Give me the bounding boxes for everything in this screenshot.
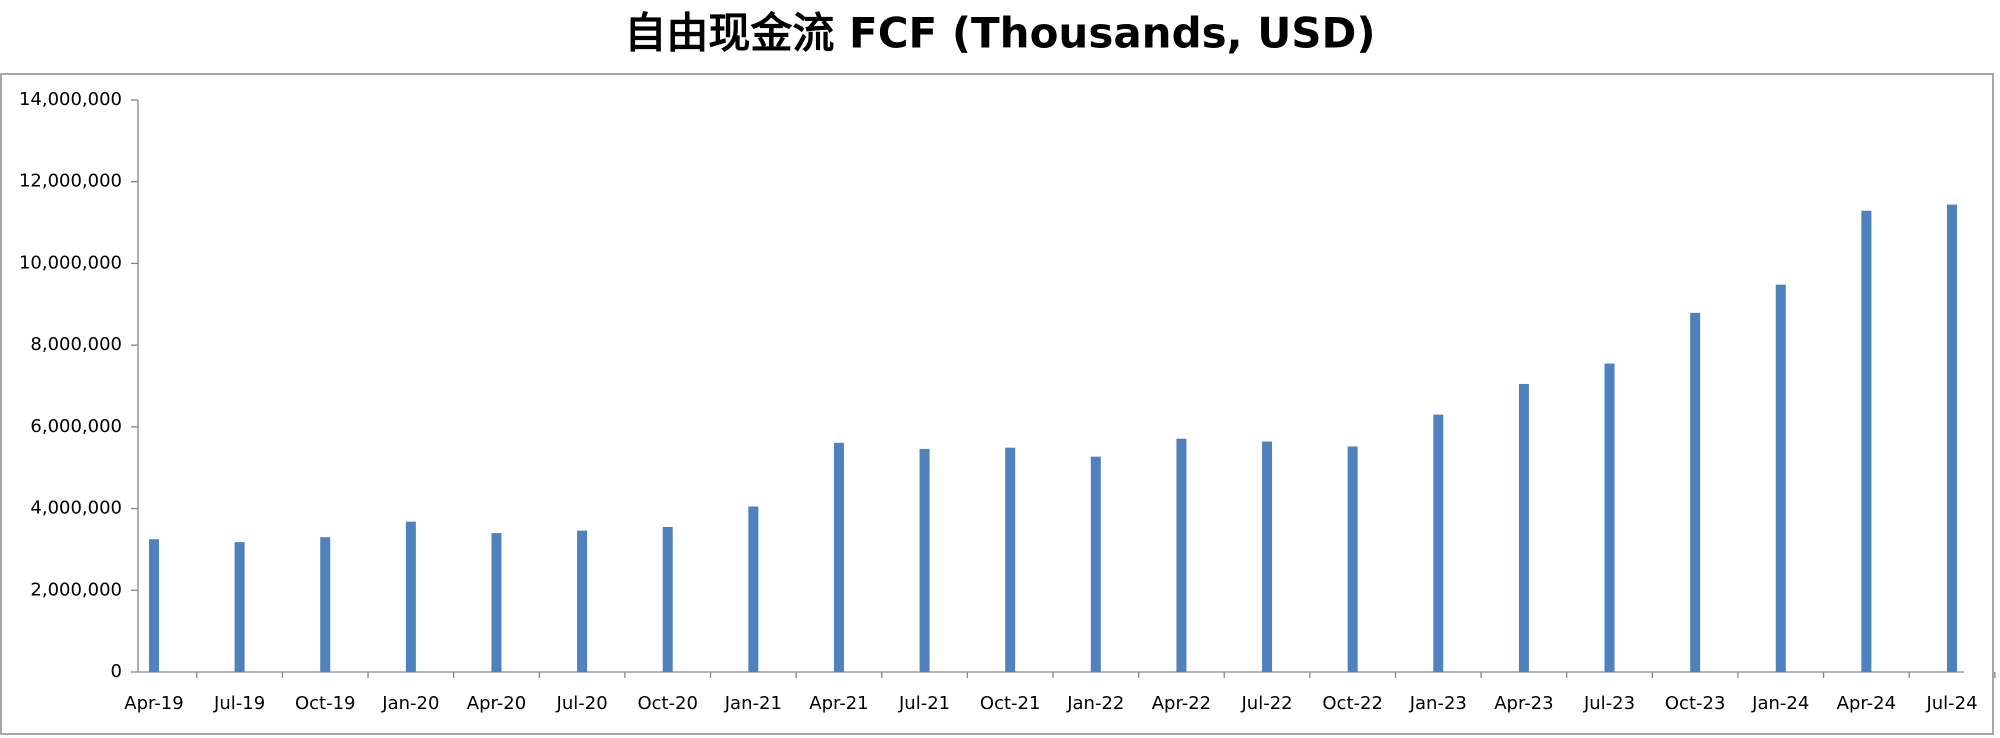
x-tick-label: Jan-20 (381, 693, 439, 714)
y-tick-label: 10,000,000 (19, 252, 122, 273)
bar (1947, 204, 1957, 672)
bar (234, 542, 245, 672)
x-tick-label: Oct-20 (637, 693, 698, 714)
y-tick-label: 14,000,000 (19, 89, 122, 110)
bar (833, 442, 844, 672)
bar (149, 539, 159, 672)
x-tick-label: Oct-19 (295, 693, 356, 714)
bar (1262, 441, 1273, 672)
x-tick-label: Oct-23 (1665, 693, 1726, 714)
x-tick-label: Jul-22 (1240, 693, 1292, 714)
bar (577, 530, 588, 672)
bar (1775, 284, 1786, 672)
bar (919, 448, 930, 672)
x-tick-label: Jan-22 (1066, 693, 1124, 714)
x-tick-label: Apr-22 (1152, 693, 1211, 714)
y-tick-label: 6,000,000 (30, 416, 122, 437)
bar (320, 537, 331, 672)
y-tick-label: 4,000,000 (30, 498, 122, 519)
bar (662, 526, 673, 672)
x-tick-label: Oct-22 (1322, 693, 1383, 714)
y-tick-label: 2,000,000 (30, 579, 122, 600)
x-tick-label: Jan-24 (1751, 693, 1809, 714)
x-tick-label: Jan-23 (1409, 693, 1467, 714)
bar (1604, 363, 1615, 672)
bar (1690, 312, 1701, 672)
x-tick-label: Jul-20 (556, 693, 608, 714)
x-tick-label: Jul-21 (898, 693, 950, 714)
bar (1518, 383, 1529, 672)
bar (1861, 210, 1872, 673)
x-tick-label: Jul-23 (1583, 693, 1635, 714)
x-tick-label: Oct-21 (980, 693, 1041, 714)
bar (1005, 447, 1016, 672)
x-tick-label: Apr-20 (467, 693, 526, 714)
x-tick-label: Jul-24 (1925, 693, 1977, 714)
x-tick-label: Jan-21 (724, 693, 782, 714)
bar (405, 521, 416, 672)
chart-title: 自由现金流 FCF (Thousands, USD) (624, 9, 1375, 58)
x-tick-label: Apr-19 (124, 693, 183, 714)
x-tick-label: Apr-24 (1837, 693, 1896, 714)
bar (491, 533, 502, 672)
bar (1176, 438, 1187, 672)
x-tick-label: Apr-21 (809, 693, 868, 714)
y-tick-label: 8,000,000 (30, 334, 122, 355)
bar (1433, 414, 1444, 672)
y-tick-label: 12,000,000 (19, 171, 122, 192)
bar (1090, 456, 1101, 672)
bar (748, 506, 759, 672)
x-tick-label: Jul-19 (213, 693, 265, 714)
chart-frame (0, 73, 1994, 735)
bar (1347, 446, 1358, 672)
y-tick-label: 0 (111, 661, 122, 682)
x-tick-label: Apr-23 (1494, 693, 1553, 714)
